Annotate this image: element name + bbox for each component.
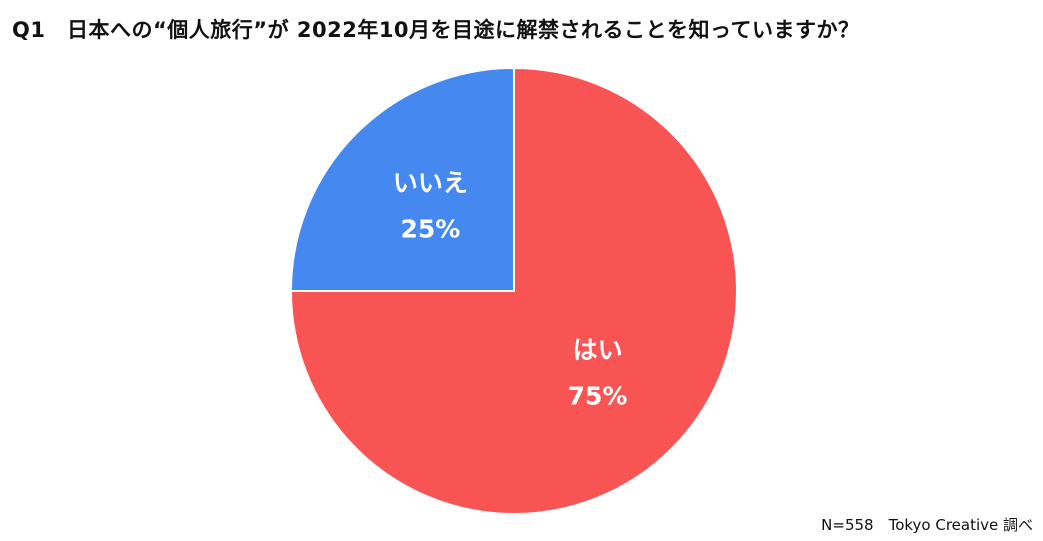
slice-percent-label-0: 75% <box>568 382 628 411</box>
sample-size-source-note: N=558 Tokyo Creative 調べ <box>821 516 1033 534</box>
pie-slice-0 <box>289 66 738 515</box>
slice-percent-label-1: 25% <box>401 214 461 243</box>
slice-category-label-0: はい <box>573 336 623 365</box>
chart-title: Q1 日本への“個人旅行”が 2022年10月を目途に解禁されることを知っていま… <box>12 18 860 42</box>
pie-slice-1 <box>289 66 515 292</box>
slice-category-label-1: いいえ <box>393 168 468 197</box>
pie-labels: はい 75% いいえ 25% <box>393 168 628 410</box>
pie-slices <box>289 66 738 515</box>
